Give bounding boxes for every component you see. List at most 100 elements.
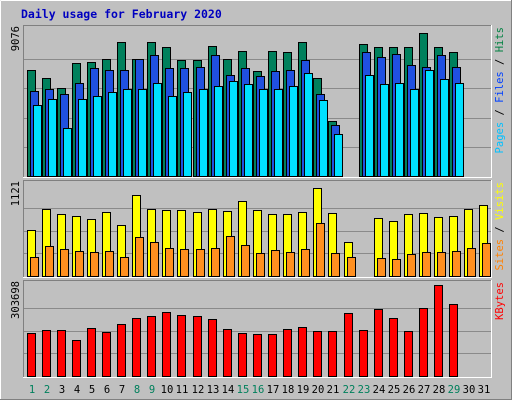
day-label-4: 4: [74, 384, 80, 396]
bar-kbytes-day-15: [238, 333, 247, 377]
bar-sites-day-20: [316, 223, 325, 277]
bar-kbytes-day-28: [434, 285, 443, 377]
legend-label-hits: Hits: [494, 27, 506, 52]
day-label-6: 6: [104, 384, 110, 396]
day-label-13: 13: [207, 384, 220, 396]
day-label-19: 19: [297, 384, 310, 396]
bar-kbytes-day-10: [162, 312, 171, 377]
legend-label-sites: Sites: [494, 239, 506, 271]
bar-sites-day-5: [90, 252, 99, 277]
bar-kbytes-day-21: [328, 331, 337, 377]
day-label-26: 26: [403, 384, 416, 396]
svg-text:Pages / Files / Hits: Pages / Files / Hits: [494, 27, 506, 153]
bar-sites-day-21: [331, 253, 340, 277]
bar-sites-day-22: [347, 257, 356, 277]
bar-sites-day-17: [271, 250, 280, 277]
bar-kbytes-day-29: [449, 304, 458, 377]
bar-kbytes-day-14: [223, 329, 232, 377]
bar-sites-day-28: [437, 252, 446, 277]
panel-kbytes: 303698 KBytes: [10, 280, 506, 378]
day-label-12: 12: [192, 384, 205, 396]
day-label-18: 18: [282, 384, 295, 396]
bar-sites-day-2: [45, 246, 54, 277]
series-pages: [33, 70, 464, 177]
bar-pages-day-28: [440, 79, 449, 177]
day-label-27: 27: [418, 384, 431, 396]
bar-pages-day-13: [214, 86, 223, 177]
bar-pages-day-21: [334, 134, 343, 177]
bar-sites-day-27: [422, 252, 431, 277]
bar-kbytes-day-7: [117, 324, 126, 377]
bar-kbytes-day-24: [374, 309, 383, 377]
day-label-31: 31: [478, 384, 491, 396]
svg-text:KBytes: KBytes: [494, 282, 506, 320]
day-label-5: 5: [89, 384, 95, 396]
bar-sites-day-1: [30, 257, 39, 277]
day-label-17: 17: [267, 384, 280, 396]
day-label-23: 23: [358, 384, 371, 396]
bar-kbytes-day-16: [253, 334, 262, 377]
day-label-29: 29: [448, 384, 461, 396]
legend-hits_files_pages: Pages / Files / Hits: [494, 27, 506, 153]
day-label-15: 15: [237, 384, 250, 396]
bar-kbytes-day-13: [208, 319, 217, 377]
day-label-1: 1: [29, 384, 35, 396]
bar-sites-day-3: [60, 249, 69, 277]
bar-kbytes-day-19: [298, 327, 307, 377]
chart-title: Daily usage for February 2020: [21, 7, 222, 21]
bar-pages-day-5: [93, 96, 102, 177]
bar-pages-day-17: [274, 89, 283, 177]
bar-sites-day-29: [452, 251, 461, 277]
day-label-2: 2: [44, 384, 50, 396]
bar-sites-day-15: [241, 245, 250, 277]
bar-pages-day-7: [123, 89, 132, 177]
bar-pages-day-16: [259, 89, 268, 177]
day-label-3: 3: [59, 384, 65, 396]
bar-sites-day-13: [211, 248, 220, 277]
legend-visits_sites: Sites / Visits: [494, 182, 506, 271]
bar-kbytes-day-1: [27, 333, 36, 377]
bar-sites-day-9: [150, 242, 159, 277]
panel-visits_sites: 1121 Sites / Visits: [10, 180, 506, 278]
bar-kbytes-day-23: [359, 330, 368, 377]
bar-sites-day-16: [256, 253, 265, 277]
bar-sites-day-26: [407, 254, 416, 277]
bar-sites-day-6: [105, 251, 114, 277]
legend-label-pages: Pages: [494, 122, 506, 154]
bar-pages-day-19: [304, 73, 313, 177]
bar-sites-day-14: [226, 236, 235, 277]
bar-pages-day-6: [108, 92, 117, 177]
bar-pages-day-26: [410, 89, 419, 177]
bar-pages-day-15: [244, 84, 253, 177]
day-label-30: 30: [463, 384, 476, 396]
bar-sites-day-24: [377, 258, 386, 277]
day-label-24: 24: [373, 384, 386, 396]
day-label-14: 14: [222, 384, 235, 396]
day-label-16: 16: [252, 384, 265, 396]
bar-pages-day-11: [183, 92, 192, 177]
bar-pages-day-3: [63, 128, 72, 177]
bar-kbytes-day-11: [177, 315, 186, 377]
bar-kbytes-day-22: [344, 313, 353, 377]
bar-kbytes-day-9: [147, 316, 156, 377]
series-sites: [30, 223, 491, 277]
bar-pages-day-8: [138, 89, 147, 177]
y-max-label: 9076: [10, 26, 22, 51]
legend-label-kbytes: KBytes: [494, 282, 506, 320]
bar-pages-day-10: [168, 96, 177, 177]
bar-kbytes-day-27: [419, 308, 428, 377]
series-kbytes: [27, 285, 458, 377]
bar-pages-day-29: [455, 83, 464, 177]
bar-kbytes-day-25: [389, 318, 398, 377]
bar-kbytes-day-4: [72, 340, 81, 377]
bar-pages-day-2: [48, 99, 57, 177]
bar-sites-day-7: [120, 257, 129, 277]
bar-sites-day-4: [75, 251, 84, 277]
day-label-8: 8: [134, 384, 140, 396]
bar-pages-day-27: [425, 70, 434, 177]
bar-sites-day-10: [165, 248, 174, 277]
bar-sites-day-18: [286, 252, 295, 277]
day-label-22: 22: [343, 384, 356, 396]
bar-kbytes-day-8: [132, 318, 141, 377]
bar-pages-day-12: [199, 89, 208, 177]
